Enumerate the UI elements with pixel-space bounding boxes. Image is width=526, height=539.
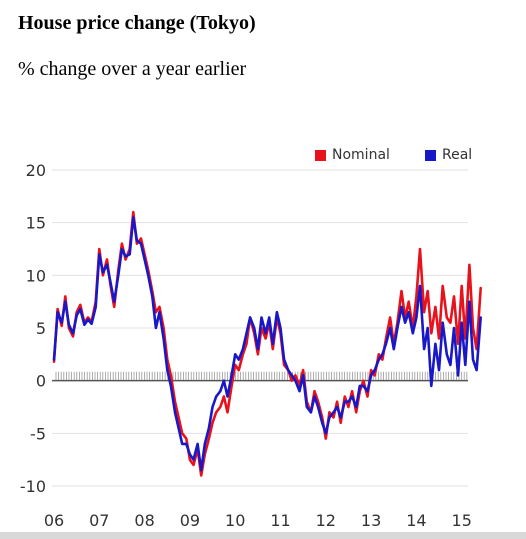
x-tick-label: 09 <box>180 511 200 530</box>
x-tick-label: 07 <box>89 511 109 530</box>
series-line-real <box>52 216 482 472</box>
bottom-divider <box>0 532 526 539</box>
x-tick-label: 12 <box>316 511 336 530</box>
y-tick-label: -10 <box>20 477 46 496</box>
x-tick-label: 11 <box>270 511 290 530</box>
x-tick-label: 10 <box>225 511 245 530</box>
y-tick-label: 5 <box>36 319 46 338</box>
legend-real-swatch <box>425 149 436 161</box>
legend-nominal-label: Nominal <box>332 147 390 163</box>
legend-nominal-swatch <box>315 149 326 161</box>
series-line-nominal <box>52 210 482 477</box>
legend-real-label: Real <box>442 147 473 163</box>
y-tick-label: 10 <box>26 266 46 285</box>
chart-subtitle: % change over a year earlier <box>18 58 247 80</box>
y-tick-label: 0 <box>36 372 46 391</box>
x-tick-label: 13 <box>361 511 381 530</box>
legend-real: Real <box>425 147 472 163</box>
zero-line-ticks <box>55 371 468 381</box>
x-tick-label: 14 <box>406 511 426 530</box>
legend-nominal: Nominal <box>315 147 390 163</box>
chart-title: House price change (Tokyo) <box>18 12 256 34</box>
y-tick-label: -5 <box>30 424 46 443</box>
x-tick-label: 06 <box>44 511 64 530</box>
line-chart: 20 15 10 5 0 -5 -10 06 07 08 09 10 11 12 13 14 15 <box>20 161 482 530</box>
x-tick-label: 08 <box>134 511 154 530</box>
y-tick-label: 20 <box>26 161 46 180</box>
x-tick-label: 15 <box>452 511 472 530</box>
y-tick-label: 15 <box>26 214 46 233</box>
